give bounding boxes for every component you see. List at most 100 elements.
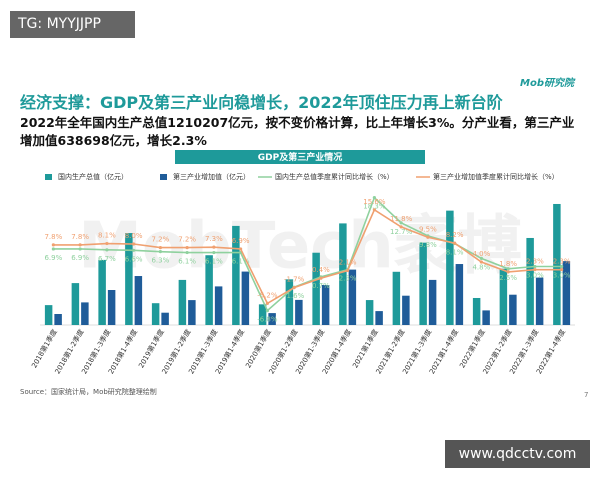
x-tick-label: 2019第1-3季度 (186, 328, 219, 376)
summary: 2022年全年国内生产总值1210207亿元，按不变价格计算，比上年增长3%。分… (20, 115, 575, 148)
data-label: 6.1% (178, 258, 196, 266)
point (105, 248, 109, 252)
bar (339, 223, 347, 325)
legend-swatch (45, 174, 52, 180)
bar (321, 285, 330, 325)
point (212, 245, 216, 249)
point (78, 247, 82, 251)
bar (535, 277, 544, 325)
point (479, 260, 483, 264)
x-tick-label: 2021第1-3季度 (400, 328, 433, 376)
data-label: 6.1% (205, 258, 223, 266)
data-label: 15.6% (363, 198, 386, 206)
point (132, 248, 136, 252)
point (158, 246, 162, 250)
point (265, 309, 269, 313)
x-tick-label: 2022第1-2季度 (481, 328, 514, 376)
bar (428, 279, 437, 325)
x-tick-label: 2021第1季度 (350, 328, 379, 370)
data-label: 9.5% (419, 225, 437, 233)
data-label: 8.1% (98, 232, 116, 240)
chart-title-band (175, 150, 425, 164)
bar (553, 203, 561, 325)
legend-label: 国内生产总值季度累计同比增长（%） (275, 172, 394, 181)
bar (188, 300, 196, 325)
bar (446, 210, 454, 325)
point (506, 270, 510, 274)
point (132, 242, 136, 246)
legend-label: 第三产业增加值季度累计同比增长（%） (433, 172, 559, 181)
data-label: 12.7% (390, 228, 413, 236)
x-tick-label: 2018第1-4季度 (106, 328, 139, 376)
data-label: 2.3% (553, 258, 571, 266)
bar (205, 255, 213, 325)
bar (81, 302, 89, 325)
point (372, 208, 376, 212)
data-label: 8.0% (125, 232, 143, 240)
x-tick-label: 2020第1-2季度 (267, 328, 300, 376)
x-tick-label: 2019第1-2季度 (160, 328, 193, 376)
point (51, 247, 55, 251)
site: www.qdcctv.com (445, 440, 590, 468)
data-label: -1.6% (284, 292, 305, 300)
point (506, 267, 510, 271)
data-label: 6.3% (151, 257, 169, 265)
point (346, 268, 350, 273)
point (265, 301, 269, 305)
data-label: 6.9% (232, 237, 250, 245)
bar (44, 305, 53, 325)
data-label: 2.1% (339, 259, 357, 267)
legend-label: 第三产业增加值（亿元） (173, 172, 250, 181)
point (185, 246, 189, 250)
x-tick-label: 2021第1-2季度 (374, 328, 407, 376)
data-label: 4.8% (472, 263, 490, 271)
bar (365, 300, 374, 325)
x-tick-label: 2018第1-2季度 (53, 328, 86, 376)
data-label: 3.0% (526, 272, 544, 280)
line (53, 196, 562, 312)
data-label: 7.8% (44, 233, 62, 241)
headline: 经济支撑：GDP及第三产业向稳增长，2022年顶住压力再上新台阶 (20, 93, 503, 112)
chart-title: GDP及第三产业情况 (258, 151, 342, 163)
bar (241, 271, 250, 325)
data-label: 7.2% (151, 236, 169, 244)
point (105, 241, 109, 246)
x-tick-label: 2022第1-4季度 (534, 328, 567, 376)
point (292, 286, 296, 290)
x-tick-label: 2018第1季度 (29, 328, 58, 370)
bar (392, 271, 401, 325)
data-label: 7.8% (71, 233, 89, 241)
data-label: 6.7% (98, 255, 116, 263)
bar (402, 295, 410, 325)
data-label: 0.7% (312, 282, 330, 290)
data-label: 1.8% (499, 260, 517, 268)
data-label: 9.8% (419, 241, 437, 249)
bar (419, 242, 427, 325)
bar (285, 279, 294, 325)
bar (54, 314, 62, 325)
bar (348, 269, 357, 325)
data-label: -6.8% (257, 316, 278, 324)
data-label: 4.0% (472, 250, 490, 258)
bar (232, 225, 240, 325)
bar (375, 311, 383, 325)
bar (295, 299, 303, 325)
x-tick-label: 2018第1-3季度 (79, 328, 112, 376)
bar (499, 268, 508, 325)
x-tick-label: 2020第1-4季度 (320, 328, 353, 376)
point (51, 243, 55, 247)
bar (509, 294, 517, 325)
data-label: 18.3% (363, 203, 386, 211)
bar (258, 304, 267, 325)
data-label: 7.2% (178, 236, 196, 244)
data-label: 6.9% (71, 254, 89, 262)
point (560, 264, 564, 269)
x-tick-label: 2020第1-3季度 (293, 328, 326, 376)
data-label: 7.3% (205, 235, 223, 243)
bar (98, 259, 106, 325)
data-label: 11.8% (390, 215, 413, 223)
page-number: 7 (584, 391, 589, 399)
x-tick-label: 2019第1季度 (136, 328, 165, 370)
